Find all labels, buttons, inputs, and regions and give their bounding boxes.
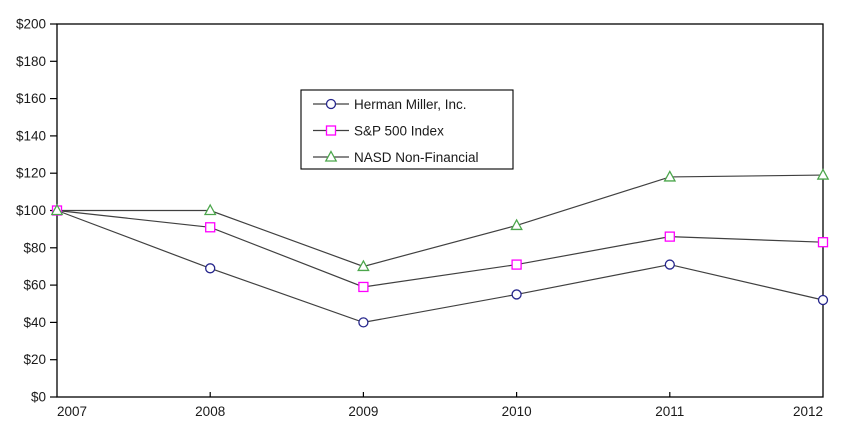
data-marker-s0-p4 bbox=[664, 259, 675, 270]
data-marker-s2-p5 bbox=[816, 168, 830, 180]
y-tick-label: $80 bbox=[23, 240, 46, 255]
y-tick-label: $20 bbox=[23, 352, 46, 367]
legend-marker-2 bbox=[324, 150, 338, 162]
data-marker-s2-p0 bbox=[50, 203, 64, 216]
data-marker-s2-p4 bbox=[663, 170, 677, 182]
x-tick-label: 2007 bbox=[57, 404, 87, 419]
data-marker-s1-p5 bbox=[817, 237, 829, 248]
data-marker-s2-p1 bbox=[203, 203, 217, 216]
y-tick-label: $120 bbox=[16, 166, 46, 181]
y-tick-label: $140 bbox=[16, 128, 46, 143]
data-marker-s1-p1 bbox=[205, 222, 216, 233]
series-line-2 bbox=[57, 174, 824, 268]
x-tick-label: 2008 bbox=[195, 404, 225, 419]
y-tick-label: $60 bbox=[23, 278, 46, 293]
legend-marker-0 bbox=[325, 98, 337, 110]
series-line-1 bbox=[56, 209, 824, 288]
data-marker-s2-p2 bbox=[357, 259, 370, 272]
data-marker-s0-p3 bbox=[511, 289, 522, 300]
legend-marker-1 bbox=[325, 125, 337, 136]
data-marker-s1-p3 bbox=[511, 259, 522, 270]
data-marker-s0-p2 bbox=[358, 317, 369, 328]
x-tick-label: 2012 bbox=[793, 404, 823, 419]
y-tick-label: $0 bbox=[31, 390, 46, 405]
legend-box bbox=[300, 89, 514, 170]
y-tick-label: $200 bbox=[16, 17, 46, 32]
data-marker-s1-p2 bbox=[358, 281, 369, 293]
y-tick-label: $40 bbox=[23, 315, 46, 330]
data-marker-s0-p5 bbox=[817, 294, 829, 306]
y-tick-label: $160 bbox=[16, 91, 46, 106]
x-tick-label: 2009 bbox=[348, 404, 378, 419]
data-marker-s1-p4 bbox=[664, 231, 675, 242]
data-marker-s2-p3 bbox=[510, 218, 523, 231]
x-tick-label: 2010 bbox=[502, 404, 532, 419]
y-tick-label: $180 bbox=[16, 54, 46, 69]
legend-label-0: Herman Miller, Inc. bbox=[354, 97, 467, 112]
y-tick-label: $100 bbox=[16, 203, 46, 218]
data-marker-s0-p1 bbox=[205, 263, 216, 274]
legend-label-2: NASD Non-Financial bbox=[354, 150, 479, 165]
x-tick-label: 2011 bbox=[655, 404, 684, 419]
series-line-0 bbox=[56, 209, 824, 324]
legend-label-1: S&P 500 Index bbox=[354, 123, 444, 138]
